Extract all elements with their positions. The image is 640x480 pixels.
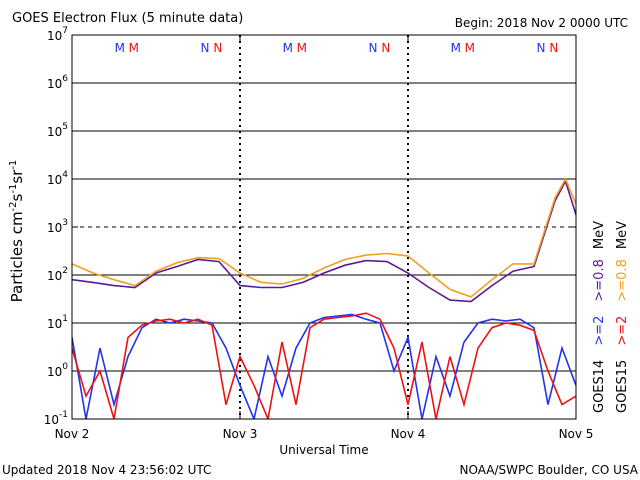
y-tick-base: 10 [47,365,62,379]
day-marker: M [129,41,139,55]
y-tick-label: 104 [47,170,68,187]
y-tick-exponent: 3 [62,218,68,228]
series-line [72,177,576,298]
y-tick-base: 10 [47,317,62,331]
chart-subtitle: Begin: 2018 Nov 2 0000 UTC [455,16,628,30]
y-tick-exponent: -1 [59,410,68,420]
x-axis-label: Universal Time [279,443,368,457]
x-tick-label: Nov 4 [391,427,426,441]
day-marker: N [537,41,546,55]
legend-entry: >=2 [615,316,630,346]
footer-right: NOAA/SWPC Boulder, CO USA [460,463,639,477]
x-tick-label: Nov 5 [559,427,594,441]
y-tick-label: 100 [47,362,68,379]
day-marker: N [201,41,210,55]
y-tick-base: 10 [47,269,62,283]
legend-entry: >=0.8 [615,259,630,301]
series-line [72,179,576,303]
legend-satellite: GOES14 [592,360,607,413]
y-tick-exponent: 7 [62,26,68,36]
y-tick-base: 10 [47,29,62,43]
y-tick-exponent: 5 [62,122,68,132]
y-tick-label: 101 [47,314,68,331]
day-marker: M [465,41,475,55]
legend-units: MeV [592,221,607,249]
y-tick-base: 10 [47,221,62,235]
y-tick-label: 10-1 [44,410,68,427]
plot-frame [71,34,577,420]
y-axis-label: Particles cm-2s-1sr-1 [8,160,26,303]
y-label-sup: -1 [8,184,19,194]
y-label-sup: -2 [8,201,19,211]
y-tick-exponent: 0 [62,362,68,372]
day-marker: N [213,41,222,55]
y-tick-exponent: 4 [62,170,68,180]
y-label-text: sr [8,169,26,184]
legend-entry: >=0.8 [592,259,607,301]
y-tick-exponent: 2 [62,266,68,276]
legend-units: MeV [615,221,630,249]
series-line [72,313,576,419]
legend-entry: >=2 [592,316,607,346]
y-tick-base: 10 [47,125,62,139]
y-tick-base: 10 [47,173,62,187]
y-label-text: Particles cm [8,211,26,302]
series-line [72,312,576,419]
y-tick-label: 105 [47,122,68,139]
x-tick-label: Nov 2 [55,427,90,441]
day-marker: M [115,41,125,55]
day-marker: M [297,41,307,55]
day-marker: N [549,41,558,55]
y-tick-base: 10 [47,77,62,91]
day-marker: M [283,41,293,55]
day-marker: M [451,41,461,55]
y-tick-label: 107 [47,26,68,43]
legend-satellite: GOES15 [615,360,630,413]
y-tick-base: 10 [44,413,59,427]
y-tick-exponent: 1 [62,314,68,324]
day-marker: N [381,41,390,55]
y-tick-label: 106 [47,74,68,91]
day-marker: N [369,41,378,55]
series-group [72,177,576,419]
y-label-sup: -1 [8,160,19,170]
legend-column: GOES14 >=2 >=0.8 MeV [592,221,607,413]
y-tick-exponent: 6 [62,74,68,84]
y-label-text: s [8,193,26,201]
footer-left: Updated 2018 Nov 4 23:56:02 UTC [2,463,211,477]
y-tick-label: 103 [47,218,68,235]
chart-title: GOES Electron Flux (5 minute data) [12,11,243,26]
x-tick-label: Nov 3 [223,427,258,441]
legend-column: GOES15 >=2 >=0.8 MeV [615,221,630,413]
y-tick-label: 102 [47,266,68,283]
